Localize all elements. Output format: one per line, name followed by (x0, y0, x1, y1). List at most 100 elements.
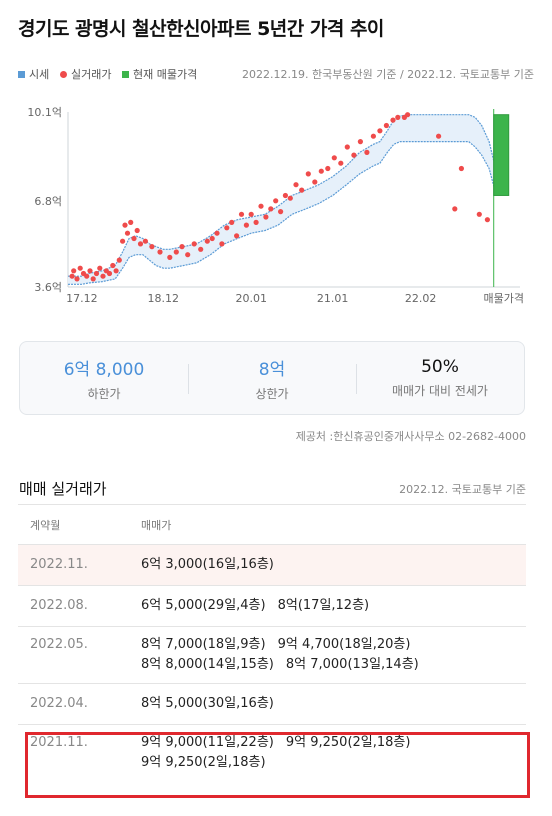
deal-point (77, 265, 83, 271)
deals-table-header: 계약월 매매가 (18, 504, 526, 544)
deal-point (377, 128, 383, 134)
deal-point (263, 214, 269, 220)
x-tick-label: 18.12 (148, 292, 180, 305)
deal-entry: 8억 8,000(14일,15층) (141, 657, 274, 672)
table-row: 2022.08. 6억 5,000(29일,4층) 8억(17일,12층) (18, 585, 526, 626)
deal-point (120, 238, 126, 244)
deal-point (312, 179, 318, 185)
deal-entry: 8억 5,000(30일,16층) (141, 696, 274, 711)
x-tick-label: 매물가격 (483, 292, 523, 305)
deal-month: 2021.11. (30, 735, 88, 750)
deal-point (390, 117, 396, 123)
deal-point (110, 262, 116, 269)
summary-ratio-value: 50% (421, 357, 459, 377)
deal-point (229, 219, 235, 225)
deal-point (293, 182, 299, 188)
deal-point (198, 246, 204, 252)
deal-point (278, 209, 284, 215)
summary-high: 8억 상한가 (188, 342, 356, 414)
legend-swatch-actual (60, 70, 67, 78)
deal-point (325, 165, 331, 172)
deal-entry: 8억 7,000(18일,9층) (141, 637, 266, 652)
legend-item-actual: 실거래가 (60, 66, 111, 82)
deal-point (458, 165, 464, 172)
deal-point (299, 187, 305, 193)
deal-point (137, 241, 144, 247)
deal-point (238, 211, 245, 217)
deal-point (191, 241, 197, 247)
chart-legend: 시세 실거래가 현재 매물가격 2022.12.19. 한국부동산원 기준 / … (18, 66, 534, 84)
deal-point (253, 219, 259, 225)
summary-low-value: 6억 8,000 (63, 359, 145, 380)
deal-point (128, 219, 134, 225)
deal-point (243, 222, 249, 228)
summary-high-value: 8억 (258, 359, 286, 380)
legend-item-market: 시세 (18, 66, 49, 82)
deal-entry: 9억 9,250(2일,18층) (141, 755, 266, 770)
deal-point (224, 225, 230, 231)
deal-entry: 8억(17일,12층) (277, 598, 370, 613)
page-title: 경기도 광명시 철산한신아파트 5년간 가격 추이 (18, 18, 384, 40)
table-row: 2022.04. 8억 5,000(30일,16층) (18, 683, 526, 724)
summary-ratio: 50% 매매가 대비 전세가 (356, 342, 524, 414)
deal-point (268, 206, 274, 212)
deal-point (93, 270, 100, 277)
deal-point (452, 206, 458, 212)
deal-point (234, 233, 240, 239)
deal-point (383, 122, 389, 129)
deal-entry: 9억 4,700(18일,20층) (277, 637, 411, 652)
y-tick-label: 3.6억 (34, 281, 62, 294)
deal-point (142, 238, 148, 244)
deal-line: 9억 9,250(2일,18층) (141, 753, 526, 773)
deal-line: 6억 3,000(16일,16층) (141, 555, 526, 575)
deal-point (287, 195, 293, 201)
summary-low: 6억 8,000 하한가 (20, 342, 188, 414)
deal-prices: 9억 9,000(11일,22층) 9억 9,250(2일,18층) 9억 9,25… (141, 733, 526, 773)
deal-point (179, 244, 185, 250)
deal-point (395, 114, 401, 120)
deal-point (100, 273, 106, 279)
deal-point (344, 144, 350, 150)
deal-point (204, 238, 210, 244)
table-row: 2022.05. 8억 7,000(18일,9층) 9억 4,700(18일,20층… (18, 626, 526, 683)
deal-line: 8억 8,000(14일,15층) 8억 7,000(13일,14층) (141, 655, 526, 675)
highlight-box (25, 732, 530, 798)
legend-label-listing: 현재 매물가격 (133, 68, 198, 81)
deal-month: 2022.05. (30, 637, 88, 652)
deal-point (351, 152, 357, 158)
deal-point (97, 265, 103, 271)
deal-point (134, 227, 140, 234)
deal-point (476, 211, 482, 217)
deal-month: 2022.11. (30, 557, 88, 572)
deal-point (338, 160, 344, 166)
deal-month: 2022.04. (30, 696, 88, 711)
deal-point (248, 211, 254, 217)
x-tick-label: 22.02 (405, 292, 437, 305)
deal-point (219, 241, 225, 247)
deal-point (273, 198, 279, 204)
deal-point (331, 155, 337, 161)
deal-point (318, 168, 324, 174)
table-row: 2022.11. 6억 3,000(16일,16층) (18, 544, 526, 585)
legend-swatch-market (18, 70, 25, 78)
deal-point (122, 222, 128, 228)
legend-swatch-listing (122, 70, 129, 78)
deals-table-body: 2022.11. 6억 3,000(16일,16층) 2022.08. 6억 5,00… (18, 544, 526, 781)
deal-point (167, 254, 173, 260)
x-tick-label: 17.12 (66, 292, 98, 305)
deal-prices: 6억 5,000(29일,4층) 8억(17일,12층) (141, 596, 526, 616)
deal-point (185, 252, 191, 258)
deal-point (484, 217, 490, 223)
legend-label-market: 시세 (29, 68, 50, 81)
deal-point (71, 268, 77, 274)
market-lower-line (68, 141, 497, 285)
deals-section-note: 2022.12. 국토교통부 기준 (399, 483, 526, 496)
deal-prices: 6억 3,000(16일,16층) (141, 555, 526, 575)
deals-section-title: 매매 실거래가 (19, 480, 107, 498)
chart-source-note: 2022.12.19. 한국부동산원 기준 / 2022.12. 국토교통부 기… (242, 68, 534, 81)
deal-month: 2022.08. (30, 598, 88, 613)
y-tick-label: 6.8억 (34, 195, 62, 208)
deal-line: 6억 5,000(29일,4층) 8억(17일,12층) (141, 596, 526, 616)
deal-line: 8억 7,000(18일,9층) 9억 4,700(18일,20층) (141, 635, 526, 655)
deal-point (357, 139, 363, 145)
